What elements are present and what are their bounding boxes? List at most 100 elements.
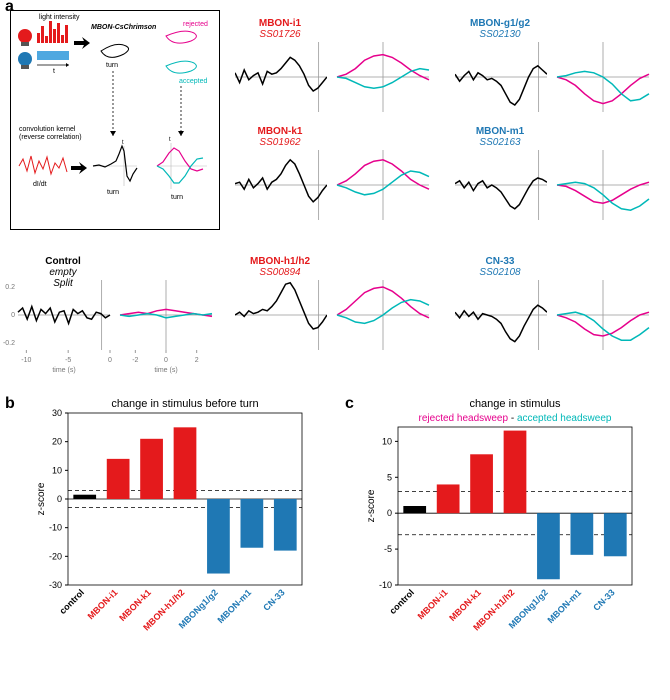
svg-text:0: 0 <box>108 357 112 364</box>
svg-text:5: 5 <box>387 472 392 482</box>
noise-trace <box>19 156 67 174</box>
kernel-color-plot <box>557 150 649 244</box>
bar-label: MBON-m1 <box>545 587 583 625</box>
bar-chart-b: change in stimulus before turn-30-20-100… <box>30 395 330 675</box>
bar <box>240 499 263 548</box>
kernel-id: SS00894 <box>235 267 325 278</box>
kernel-pair-mbon_h1h2: MBON-h1/h2SS00894 <box>235 258 435 353</box>
svg-text:t: t <box>169 137 171 143</box>
bar-label: MBON-m1 <box>215 587 253 625</box>
kernel-name: MBON-h1/h2 <box>250 256 310 267</box>
svg-text:0: 0 <box>387 508 392 518</box>
svg-text:30: 30 <box>52 408 62 418</box>
accepted-larva-icon <box>166 61 196 73</box>
kernel-color-plot: -202time (s) <box>120 280 212 374</box>
bar <box>73 495 96 499</box>
kernel-name: MBON-g1/g2 <box>470 18 530 29</box>
mini-kernel-color: t turn <box>157 137 207 201</box>
panel-a: a light intensity t MBON-CsChrimson turn… <box>10 0 660 370</box>
svg-text:-5: -5 <box>384 544 392 554</box>
chart-c-svg: change in stimulus rejected headsweep - a… <box>360 395 640 665</box>
bar <box>470 454 493 513</box>
didt-label: dI/dt <box>33 181 47 188</box>
larva-icon <box>101 44 129 57</box>
panel-c-label: c <box>345 395 354 413</box>
kernel-pair-mbon_m1: MBON-m1SS02163 <box>455 128 655 223</box>
kernel-title: MBON-h1/h2SS00894 <box>235 256 325 278</box>
kernel-id: SS01726 <box>235 29 325 40</box>
kernel-name: MBON-k1 <box>257 126 302 137</box>
svg-text:turn: turn <box>171 194 183 201</box>
bar-label: CN-33 <box>261 587 286 612</box>
turn-label-1: turn <box>106 62 118 69</box>
bar <box>140 439 163 499</box>
red-led-icon <box>18 29 32 43</box>
svg-text:t: t <box>122 140 124 146</box>
bar <box>174 427 197 499</box>
bar <box>504 431 527 514</box>
svg-text:2: 2 <box>195 357 199 364</box>
t-label-1: t <box>53 68 55 75</box>
svg-text:-10: -10 <box>21 357 31 364</box>
kernel-color-plot <box>557 42 649 136</box>
kernel-desc-1: convolution kernel <box>19 126 76 133</box>
kernel-title: CN-33SS02108 <box>455 256 545 278</box>
bar-label: control <box>57 587 86 616</box>
kernel-pair-control: Controlempty Split-10-50time (s)-0.200.2… <box>18 258 218 353</box>
kernel-color-plot <box>557 280 649 374</box>
bar-label: CN-33 <box>591 587 616 612</box>
panel-b-label: b <box>5 395 15 413</box>
arrow2-icon <box>71 162 87 174</box>
svg-text:0: 0 <box>57 494 62 504</box>
bar <box>107 459 130 499</box>
intensity-bars <box>37 21 68 43</box>
schematic-svg: light intensity t MBON-CsChrimson turn r… <box>11 11 221 231</box>
kernel-black-plot <box>455 150 547 244</box>
kernel-id: SS02108 <box>455 267 545 278</box>
kernel-black-plot <box>455 42 547 136</box>
svg-text:turn: turn <box>107 189 119 196</box>
svg-text:20: 20 <box>52 437 62 447</box>
mbon-label: MBON-CsChrimson <box>91 24 156 31</box>
svg-text:0.2: 0.2 <box>5 284 15 291</box>
light-intensity-label: light intensity <box>39 14 80 21</box>
kernel-title: MBON-g1/g2SS02130 <box>455 18 545 40</box>
blue-bar <box>37 51 69 60</box>
kernel-id: SS02163 <box>455 137 545 148</box>
bar-title: change in stimulus <box>469 398 561 410</box>
accepted-label: accepted <box>179 78 208 85</box>
kernel-color-plot <box>337 150 429 244</box>
bar-label: control <box>387 587 416 616</box>
svg-text:-20: -20 <box>49 551 62 561</box>
rejected-label: rejected <box>183 21 208 28</box>
kernel-pair-mbon_k1: MBON-k1SS01962 <box>235 128 435 223</box>
bar <box>403 506 426 513</box>
kernel-id: SS01962 <box>235 137 325 148</box>
kernel-pair-mbon_i1: MBON-i1SS01726 <box>235 20 435 115</box>
kernel-name: Control <box>45 256 81 267</box>
kernel-name: MBON-m1 <box>476 126 524 137</box>
kernel-black-plot <box>235 150 327 244</box>
kernel-title: MBON-i1SS01726 <box>235 18 325 40</box>
bar-subtitle: rejected headsweep - accepted headsweep <box>419 413 612 424</box>
bar <box>207 499 230 574</box>
bar <box>570 513 593 555</box>
kernel-black-plot <box>235 42 327 136</box>
bar <box>604 513 627 556</box>
svg-text:time (s): time (s) <box>52 367 75 374</box>
kernel-black-plot: -10-50time (s)-0.200.2dI/dt <box>18 280 110 374</box>
kernel-black-plot <box>455 280 547 374</box>
svg-text:z-score: z-score <box>366 489 377 522</box>
svg-text:-30: -30 <box>49 580 62 590</box>
svg-text:-10: -10 <box>379 580 392 590</box>
svg-text:-5: -5 <box>65 357 71 364</box>
kernel-id: SS02130 <box>455 29 545 40</box>
svg-text:time (s): time (s) <box>154 367 177 374</box>
schematic-box: light intensity t MBON-CsChrimson turn r… <box>10 10 220 230</box>
kernel-name: MBON-i1 <box>259 18 301 29</box>
bar-label: MBON-i1 <box>416 587 450 621</box>
svg-text:0: 0 <box>11 312 15 319</box>
kernel-name: CN-33 <box>486 256 515 267</box>
kernel-desc-2: (reverse correlation) <box>19 134 82 141</box>
bar-chart-c: change in stimulus rejected headsweep - a… <box>360 395 660 675</box>
